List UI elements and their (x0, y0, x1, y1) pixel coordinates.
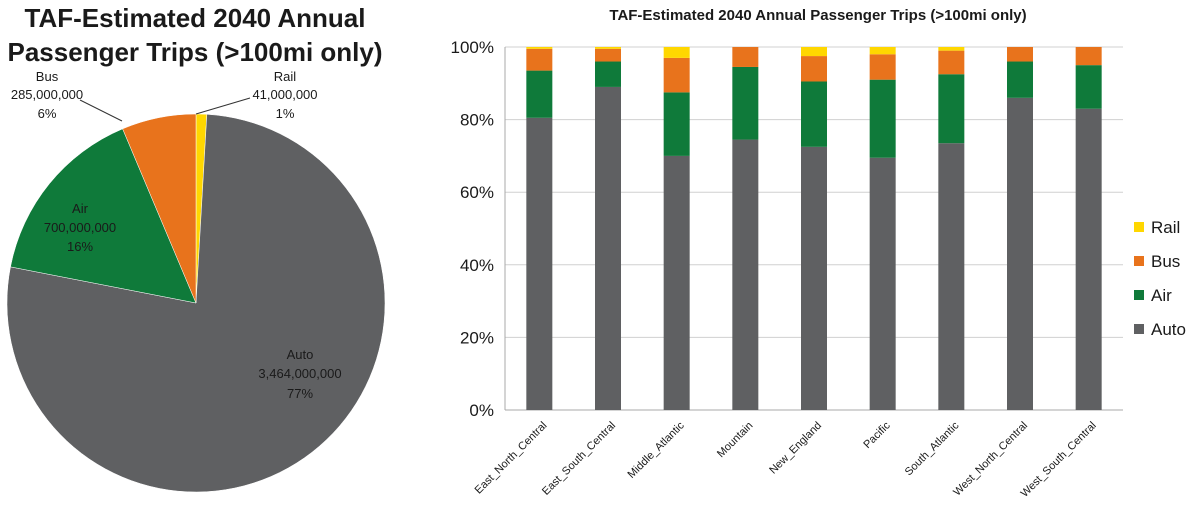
bar-bus-mountain (732, 47, 759, 67)
legend-label-bus: Bus (1151, 252, 1180, 271)
bar-auto-middle-atlantic (663, 155, 690, 410)
bar-rail-middle-atlantic (663, 47, 690, 58)
y-tick-label: 60% (460, 183, 494, 202)
bar-air-south-atlantic (938, 74, 965, 144)
pie-chart: TAF-Estimated 2040 Annual Passenger Trip… (6, 3, 386, 493)
y-tick-label: 100% (451, 38, 494, 57)
pie-label-air-name: Air (72, 201, 89, 216)
bar-bus-west-south-central (1075, 47, 1102, 66)
pie-label-bus-value: 285,000,000 (11, 87, 83, 102)
bar-series (526, 47, 1102, 411)
pie-slice-air (10, 128, 197, 304)
bar-air-mountain (732, 66, 759, 140)
x-tick-label: Pacific (861, 419, 893, 451)
bar-bus-new-england (801, 56, 827, 82)
legend-label-air: Air (1151, 286, 1172, 305)
bar-air-new-england (801, 81, 827, 147)
bar-auto-new-england (801, 146, 827, 410)
bar-rail-east-north-central (526, 47, 553, 49)
bar-air-east-south-central (595, 61, 621, 87)
pie-slice-bus (122, 113, 197, 304)
bar-chart: TAF-Estimated 2040 Annual Passenger Trip… (451, 7, 1186, 500)
bar-auto-south-atlantic (938, 143, 965, 410)
pie-leader-rail (195, 97, 251, 115)
legend-label-rail: Rail (1151, 218, 1180, 237)
bar-y-axis: 0% 20% 40% 60% 80% 100% (451, 38, 494, 420)
bar-air-pacific (869, 79, 896, 158)
bar-auto-west-north-central (1007, 97, 1033, 410)
pie-label-bus: Bus 285,000,000 6% (11, 69, 123, 122)
x-tick-label: Mountain (715, 420, 755, 460)
bar-air-middle-atlantic (663, 92, 690, 156)
bar-bus-middle-atlantic (663, 57, 690, 93)
x-tick-label: East_South_Central (540, 420, 618, 498)
bar-auto-east-south-central (595, 86, 621, 411)
y-tick-label: 80% (460, 111, 494, 130)
pie-label-auto-percent: 77% (287, 386, 313, 401)
bar-auto-pacific (869, 157, 896, 410)
legend-swatch-rail (1134, 222, 1144, 232)
pie-label-rail-name: Rail (274, 69, 297, 84)
legend-swatch-air (1134, 290, 1144, 300)
bar-auto-mountain (732, 139, 759, 410)
bar-auto-east-north-central (526, 117, 553, 410)
bar-rail-new-england (801, 47, 827, 57)
bar-air-east-north-central (526, 70, 553, 118)
bar-rail-east-south-central (595, 47, 621, 49)
x-tick-label: New_England (767, 420, 824, 477)
bar-bus-east-north-central (526, 48, 553, 71)
bar-bus-west-north-central (1007, 47, 1033, 62)
pie-label-bus-percent: 6% (38, 106, 57, 121)
x-tick-label: South_Atlantic (903, 419, 962, 478)
bar-auto-west-south-central (1075, 108, 1102, 411)
legend-label-auto: Auto (1151, 320, 1186, 339)
bar-chart-title: TAF-Estimated 2040 Annual Passenger Trip… (609, 7, 1026, 24)
pie-label-rail: Rail 41,000,000 1% (195, 69, 318, 121)
y-tick-label: 0% (469, 401, 494, 420)
bar-bus-south-atlantic (938, 50, 965, 75)
bar-air-west-north-central (1007, 61, 1033, 98)
x-tick-label: East_North_Central (473, 420, 550, 497)
pie-title-line-1: TAF-Estimated 2040 Annual (25, 3, 366, 33)
pie-label-bus-name: Bus (36, 69, 59, 84)
legend-swatch-bus (1134, 256, 1144, 266)
bar-rail-south-atlantic (938, 47, 965, 51)
x-tick-label: West_South_Central (1019, 420, 1099, 500)
bar-bus-east-south-central (595, 48, 621, 62)
pie-leader-bus (79, 99, 123, 122)
pie-label-rail-percent: 1% (276, 106, 295, 121)
pie-label-auto-value: 3,464,000,000 (258, 366, 341, 381)
pie-title-line-2: Passenger Trips (>100mi only) (8, 37, 383, 67)
pie-label-air-percent: 16% (67, 239, 93, 254)
legend-swatch-auto (1134, 324, 1144, 334)
bar-legend: Rail Bus Air Auto (1134, 218, 1186, 339)
pie-label-auto-name: Auto (287, 347, 314, 362)
bar-rail-pacific (869, 47, 896, 55)
bar-bus-pacific (869, 54, 896, 80)
pie-slices (6, 113, 386, 493)
y-tick-label: 40% (460, 256, 494, 275)
pie-label-auto: Auto 3,464,000,000 77% (258, 347, 341, 401)
pie-label-air-value: 700,000,000 (44, 220, 116, 235)
bar-air-west-south-central (1075, 65, 1102, 109)
x-tick-label: Middle_Atlantic (626, 419, 688, 481)
pie-label-air: Air 700,000,000 16% (44, 201, 116, 254)
x-tick-label: West_North_Central (951, 420, 1030, 499)
y-tick-label: 20% (460, 328, 494, 347)
pie-label-rail-value: 41,000,000 (252, 87, 317, 102)
